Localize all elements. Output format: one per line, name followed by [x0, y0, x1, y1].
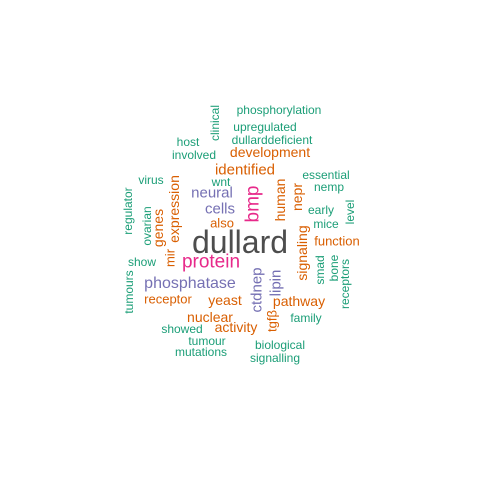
word-mutations: mutations	[174, 345, 228, 359]
word-mice: mice	[313, 217, 339, 231]
word-phosphatase: phosphatase	[144, 275, 236, 292]
word-involved: involved	[171, 148, 217, 162]
word-host: host	[176, 135, 200, 149]
word-upregulated: upregulated	[233, 120, 297, 134]
word-biological: biological	[254, 338, 306, 352]
word-regulator: regulator	[121, 187, 135, 235]
word-showed: showed	[161, 322, 203, 336]
word-family: family	[290, 311, 322, 325]
word-cells: cells	[204, 200, 236, 218]
word-yeast: yeast	[208, 292, 242, 308]
word-wnt: wnt	[211, 175, 231, 189]
word-tgf: tgfβ	[264, 310, 280, 332]
word-pathway: pathway	[272, 293, 326, 309]
word-receptors: receptors	[338, 258, 352, 310]
word-expression: expression	[166, 175, 182, 243]
word-signaling: signaling	[294, 225, 310, 281]
word-human: human	[272, 178, 288, 222]
word-activity: activity	[214, 319, 258, 335]
word-nemp: nemp	[313, 180, 345, 194]
word-clinical: clinical	[208, 104, 222, 142]
word-neural: neural	[191, 184, 233, 202]
word-receptor: receptor	[144, 291, 192, 307]
word-bmp: bmp	[242, 185, 264, 223]
word-show: show	[127, 255, 157, 269]
word-ovarian: ovarian	[140, 206, 154, 246]
word-mir: mir	[162, 248, 178, 268]
word-essential: essential	[302, 168, 350, 182]
word-dullard: dullard	[191, 224, 289, 260]
word-identified: identified	[214, 161, 276, 179]
word-also: also	[210, 215, 234, 231]
word-virus: virus	[138, 173, 164, 187]
word-nuclear: nuclear	[187, 309, 233, 325]
word-tumours: tumours	[122, 270, 136, 314]
word-function: function	[314, 233, 360, 249]
word-level: level	[343, 199, 357, 225]
word-nepr: nepr	[289, 182, 305, 212]
word-phosphorylation: phosphorylation	[236, 103, 322, 117]
word-signalling: signalling	[249, 351, 301, 365]
word-early: early	[307, 203, 335, 217]
word-dullarddeficient: dullarddeficient	[231, 133, 313, 147]
word-development: development	[229, 144, 311, 160]
word-protein: protein	[181, 251, 241, 273]
word-tumour: tumour	[188, 334, 226, 348]
word-ctdnep: ctdnep	[248, 267, 266, 313]
word-smad: smad	[313, 255, 327, 285]
